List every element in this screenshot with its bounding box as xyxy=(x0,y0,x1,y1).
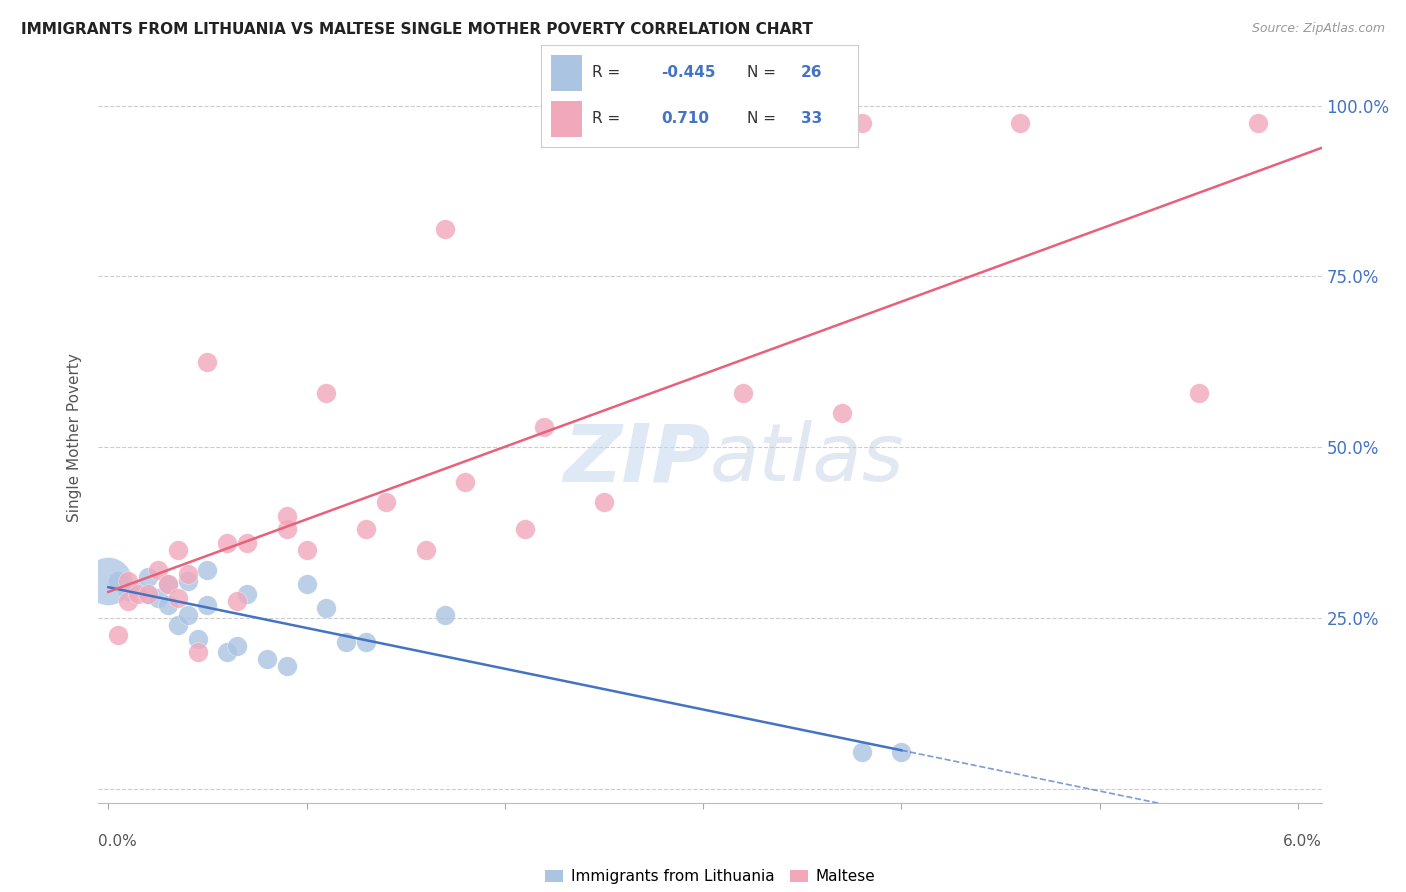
Point xyxy=(146,591,169,605)
Point xyxy=(117,583,139,598)
Point xyxy=(236,536,259,550)
Point xyxy=(354,522,377,536)
Text: 6.0%: 6.0% xyxy=(1282,834,1322,849)
Point xyxy=(156,598,179,612)
Text: N =: N = xyxy=(747,65,776,80)
Bar xyxy=(551,101,582,137)
Point xyxy=(434,607,457,622)
Point xyxy=(197,563,219,577)
Point xyxy=(187,645,209,659)
Text: 0.710: 0.710 xyxy=(662,112,710,127)
Point xyxy=(315,385,337,400)
Point xyxy=(107,628,129,642)
Point xyxy=(890,745,912,759)
Point xyxy=(454,475,477,489)
Point xyxy=(276,522,298,536)
Text: 33: 33 xyxy=(801,112,823,127)
Point xyxy=(731,385,754,400)
Point xyxy=(127,587,149,601)
Point xyxy=(217,536,239,550)
Point xyxy=(1010,115,1032,129)
Text: ZIP: ZIP xyxy=(562,420,710,498)
Point xyxy=(187,632,209,646)
Point xyxy=(236,587,259,601)
Point xyxy=(176,607,198,622)
Point xyxy=(354,635,377,649)
Point xyxy=(513,522,536,536)
Text: N =: N = xyxy=(747,112,776,127)
Legend: Immigrants from Lithuania, Maltese: Immigrants from Lithuania, Maltese xyxy=(538,863,882,890)
Text: Source: ZipAtlas.com: Source: ZipAtlas.com xyxy=(1251,22,1385,36)
Point xyxy=(107,574,129,588)
Point xyxy=(1247,115,1270,129)
Point xyxy=(374,495,396,509)
Text: R =: R = xyxy=(592,112,620,127)
Point xyxy=(146,563,169,577)
Point xyxy=(851,115,873,129)
Point xyxy=(197,598,219,612)
Point xyxy=(256,652,278,666)
Point xyxy=(315,601,337,615)
Point xyxy=(276,508,298,523)
Y-axis label: Single Mother Poverty: Single Mother Poverty xyxy=(67,352,83,522)
Point xyxy=(415,542,437,557)
Point xyxy=(226,639,249,653)
Point xyxy=(156,577,179,591)
Point xyxy=(276,659,298,673)
Text: -0.445: -0.445 xyxy=(662,65,716,80)
Point xyxy=(166,542,188,557)
Point xyxy=(335,635,357,649)
Point xyxy=(117,574,139,588)
Point xyxy=(166,591,188,605)
Point xyxy=(117,594,139,608)
Point xyxy=(176,574,198,588)
Point xyxy=(533,420,555,434)
Point xyxy=(831,406,853,420)
Point xyxy=(197,355,219,369)
Point xyxy=(593,495,616,509)
Point xyxy=(136,570,159,584)
Point xyxy=(217,645,239,659)
Bar xyxy=(551,55,582,91)
Point xyxy=(434,221,457,235)
Point xyxy=(226,594,249,608)
Point xyxy=(97,574,120,588)
Point xyxy=(166,618,188,632)
Point xyxy=(295,577,318,591)
Point xyxy=(127,583,149,598)
Text: atlas: atlas xyxy=(710,420,905,498)
Point xyxy=(851,745,873,759)
Point xyxy=(295,542,318,557)
Point xyxy=(176,566,198,581)
Point xyxy=(156,577,179,591)
Text: R =: R = xyxy=(592,65,620,80)
Text: 26: 26 xyxy=(801,65,823,80)
Point xyxy=(136,587,159,601)
Text: IMMIGRANTS FROM LITHUANIA VS MALTESE SINGLE MOTHER POVERTY CORRELATION CHART: IMMIGRANTS FROM LITHUANIA VS MALTESE SIN… xyxy=(21,22,813,37)
Text: 0.0%: 0.0% xyxy=(98,834,138,849)
Point xyxy=(1188,385,1211,400)
Point xyxy=(136,587,159,601)
